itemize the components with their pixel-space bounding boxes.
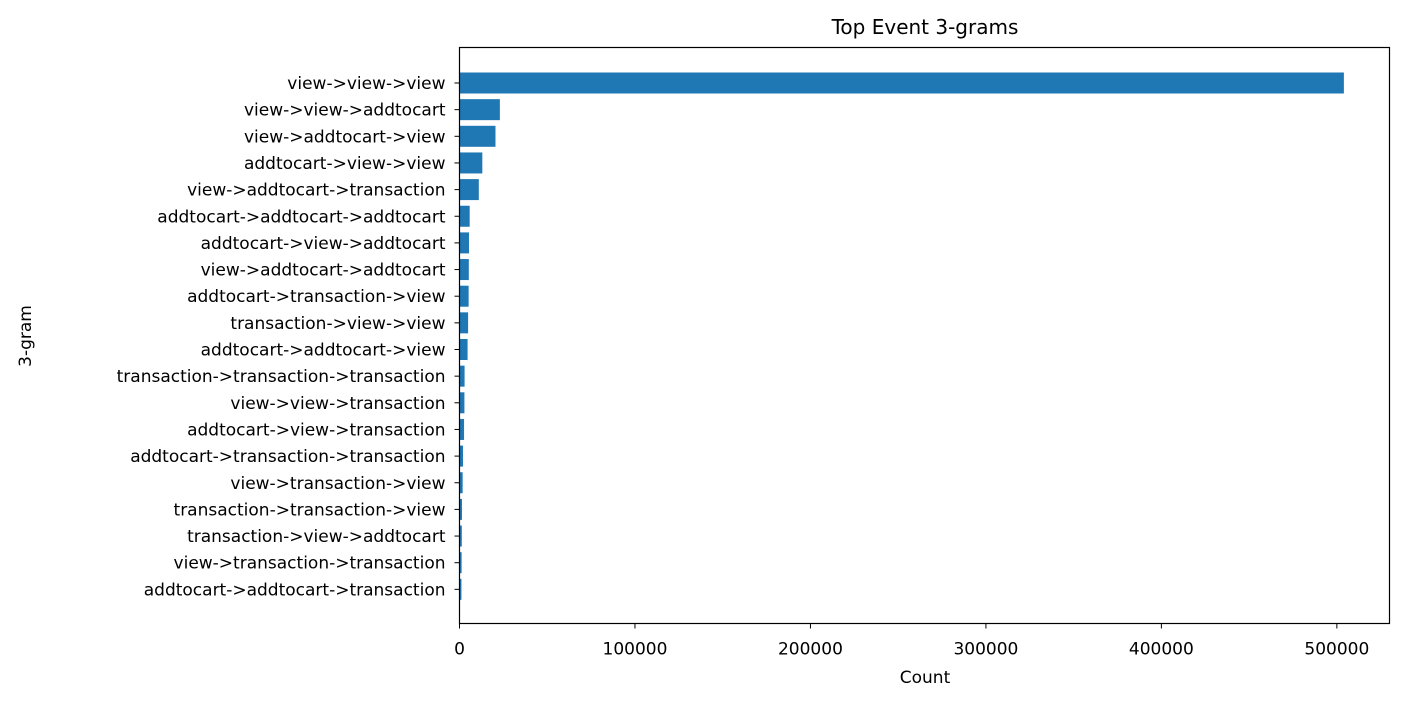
- bar-14: [459, 418, 465, 440]
- y-tick-label: view->addtocart->transaction: [187, 181, 445, 201]
- bar-group: [459, 72, 1344, 600]
- y-tick-label: view->view->view: [287, 74, 445, 94]
- x-tick-label: 0: [454, 640, 465, 660]
- y-tick-label: view->view->addtocart: [244, 101, 446, 121]
- y-tick-label: addtocart->view->addtocart: [201, 234, 446, 254]
- x-tick-label: 100000: [603, 640, 668, 660]
- bar-3: [459, 125, 496, 147]
- x-axis-title: Count: [900, 668, 951, 688]
- y-tick-label: transaction->transaction->transaction: [117, 367, 446, 387]
- chart-title: Top Event 3-grams: [831, 15, 1019, 39]
- bar-17: [459, 498, 462, 520]
- y-tick-label: view->addtocart->addtocart: [201, 261, 446, 281]
- x-axis-ticks: 0 100000 200000 300000 400000 500000: [454, 623, 1369, 660]
- x-tick-label: 300000: [953, 640, 1018, 660]
- y-tick-label: view->transaction->transaction: [174, 554, 446, 574]
- bar-12: [459, 365, 465, 387]
- bar-6: [459, 205, 470, 227]
- bar-8: [459, 259, 469, 281]
- y-tick-label: addtocart->view->view: [244, 154, 446, 174]
- bar-5: [459, 179, 479, 201]
- bar-11: [459, 339, 468, 360]
- bar-18: [459, 525, 462, 547]
- y-tick-label: view->view->transaction: [230, 394, 445, 414]
- bar-16: [459, 472, 463, 494]
- y-tick-label: transaction->transaction->view: [174, 500, 446, 520]
- x-tick-label: 200000: [778, 640, 843, 660]
- y-axis-ticks: view->view->view view->view->addtocart vie…: [117, 74, 460, 600]
- bar-20: [459, 578, 462, 600]
- y-axis-title: 3-gram: [16, 305, 36, 367]
- y-tick-label: addtocart->transaction->view: [187, 287, 446, 307]
- y-tick-label: view->transaction->view: [230, 474, 445, 494]
- y-tick-label: transaction->view->addtocart: [187, 527, 446, 547]
- y-tick-label: view->addtocart->view: [244, 127, 446, 147]
- bar-7: [459, 232, 469, 254]
- bar-1: [459, 72, 1344, 94]
- x-tick-label: 400000: [1129, 640, 1194, 660]
- bar-9: [459, 285, 469, 307]
- bar-10: [459, 312, 469, 334]
- y-tick-label: addtocart->addtocart->view: [201, 341, 446, 361]
- bar-19: [459, 552, 462, 574]
- y-tick-label: transaction->view->view: [230, 314, 445, 334]
- bar-15: [459, 445, 464, 467]
- x-tick-label: 500000: [1304, 640, 1369, 660]
- bar-2: [459, 99, 500, 121]
- y-tick-label: addtocart->addtocart->transaction: [144, 580, 446, 600]
- y-tick-label: addtocart->view->transaction: [187, 420, 445, 440]
- y-tick-label: addtocart->transaction->transaction: [130, 447, 445, 467]
- y-tick-label: addtocart->addtocart->addtocart: [157, 207, 446, 227]
- plot-frame: [458, 46, 1391, 625]
- bar-4: [459, 152, 483, 174]
- bar-13: [459, 392, 465, 414]
